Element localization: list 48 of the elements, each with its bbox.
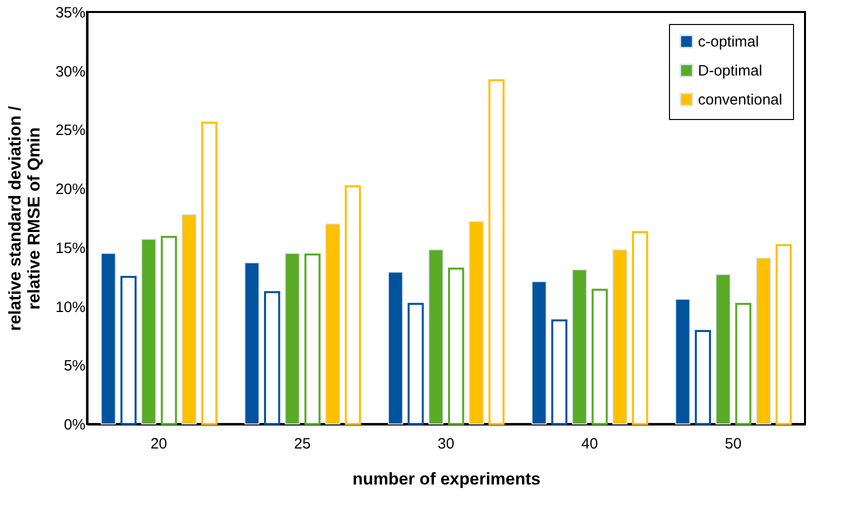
bar: [448, 268, 464, 425]
bar: [612, 249, 628, 424]
bar: [388, 272, 404, 424]
bar: [182, 214, 197, 424]
x-tick-label: 40: [581, 436, 598, 452]
bar: [325, 223, 340, 424]
x-axis-title: number of experiments: [352, 470, 540, 488]
x-tick-label: 30: [438, 436, 454, 452]
y-tick-label: 5%: [64, 358, 86, 375]
bar: [201, 122, 218, 425]
y-tick-label: 0%: [64, 416, 86, 434]
bar: [592, 288, 608, 425]
bar: [304, 253, 321, 425]
bar: [716, 274, 731, 424]
y-tick-label: 35%: [55, 4, 86, 22]
y-tick-label: 10%: [55, 298, 86, 316]
bar: [756, 258, 772, 424]
bar: [675, 298, 690, 424]
bar: [468, 221, 484, 424]
bar: [120, 276, 137, 425]
legend-label: conventional: [698, 92, 782, 108]
x-tick-label: 50: [724, 436, 742, 452]
y-tick-label: 15%: [55, 240, 86, 257]
bar: [160, 236, 177, 425]
bar: [551, 319, 568, 425]
bar: [100, 252, 116, 424]
bar: [428, 249, 444, 424]
bar: [344, 185, 361, 425]
x-tick-label: 25: [294, 436, 311, 452]
legend-label: c-optimal: [698, 34, 759, 50]
bar: [632, 231, 648, 425]
x-tick-label: 20: [150, 436, 168, 452]
legend-label: D-optimal: [698, 62, 762, 80]
y-tick-label: 20%: [55, 181, 86, 198]
y-tick-label: 30%: [55, 63, 86, 80]
y-tick-label: 25%: [55, 122, 86, 140]
bar: [284, 252, 300, 424]
bar: [141, 238, 156, 424]
y-axis-title: relative standard deviation / relative RMSE of Qmin: [5, 106, 44, 331]
bar: [776, 244, 792, 425]
bar: [694, 330, 711, 425]
bar: [244, 262, 260, 424]
bar: [572, 269, 588, 424]
bar: [735, 302, 752, 425]
bar: [532, 281, 547, 424]
bar: [264, 291, 280, 425]
bar: [408, 302, 424, 425]
bar: [488, 79, 505, 425]
